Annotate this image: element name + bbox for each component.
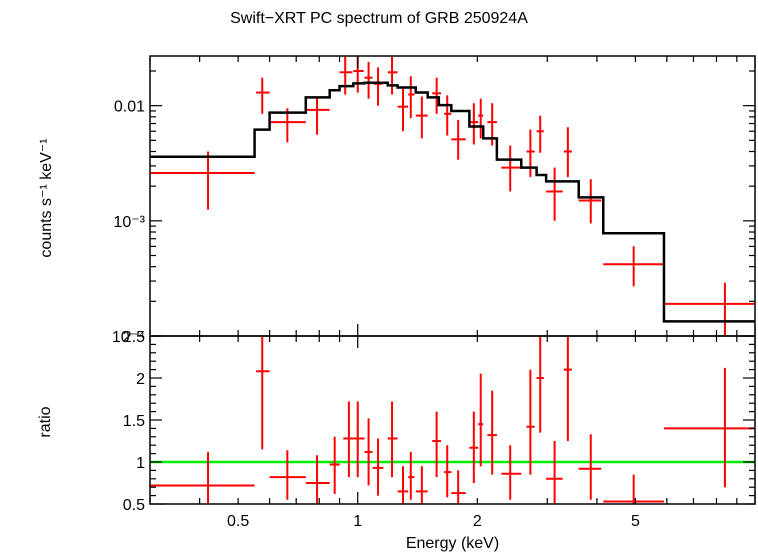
ratio-point [305, 455, 330, 504]
ratio-point [387, 401, 398, 478]
ratio-point [343, 401, 354, 478]
spectrum-point [305, 96, 330, 135]
spectrum-point [501, 145, 522, 192]
spectrum-point [256, 77, 270, 114]
ratio-point [150, 451, 255, 504]
spectrum-point [444, 95, 452, 136]
ratio-point [478, 373, 484, 467]
spectrum-point [397, 87, 409, 132]
ratio-point [408, 451, 415, 500]
ratio-point [487, 390, 497, 475]
spectrum-point [526, 129, 535, 178]
y-tick-label-top: 10⁻⁴ [112, 329, 145, 346]
y-tick-label-bottom: 1.5 [123, 413, 145, 430]
spectrum-point [408, 76, 415, 119]
chart-title: Swift−XRT PC spectrum of GRB 250924A [230, 10, 528, 27]
y-tick-label-top: 10⁻³ [113, 214, 145, 231]
y-tick-label-top: 0.01 [114, 99, 145, 116]
spectrum-point [578, 179, 602, 224]
model-step-line [150, 81, 755, 323]
bottom-panel-data [150, 336, 755, 504]
ratio-point [603, 474, 664, 504]
spectrum-point [451, 120, 466, 160]
ratio-point [353, 401, 365, 478]
y-axis-label-ratio: ratio [37, 406, 54, 438]
top-panel-model [150, 81, 755, 323]
ratio-point [269, 450, 306, 500]
spectrum-point [373, 67, 383, 106]
x-tick-label: 1 [353, 513, 362, 530]
spectrum-point [663, 282, 755, 336]
y-tick-label-bottom: 2.5 [123, 329, 145, 346]
ratio-point [526, 369, 535, 475]
ratio-point [563, 336, 572, 441]
ratio-point [397, 466, 409, 504]
spectrum-point [478, 98, 484, 139]
x-tick-label: 5 [631, 513, 640, 530]
ratio-point [415, 466, 428, 504]
ratio-point [501, 445, 522, 500]
ratio-point [329, 436, 340, 494]
spectrum-point [603, 246, 664, 287]
x-axis-label: Energy (keV) [405, 535, 500, 552]
x-tick-label: 0.5 [227, 513, 249, 530]
spectrum-point [546, 167, 563, 221]
ratio-point [432, 411, 441, 478]
spectrum-point [536, 115, 544, 153]
tick-labels: 0.5 1 2 5 0.01 10⁻³ 10⁻⁴ 0.5 1 1.5 2 2.5 [112, 99, 640, 530]
ratio-point [663, 367, 755, 488]
axis-ticks [149, 56, 756, 505]
top-panel-data [150, 56, 755, 336]
spectrum-point [150, 151, 255, 210]
ratio-point [469, 411, 479, 483]
spectrum-point [469, 103, 479, 145]
spectrum-point [269, 108, 306, 143]
spectrum-point [415, 96, 428, 139]
spectrum-point [387, 56, 398, 95]
spectrum-point [432, 77, 441, 114]
ratio-point [364, 418, 373, 486]
ratio-point [444, 445, 452, 498]
spectrum-point [339, 56, 353, 95]
spectrum-point [364, 61, 373, 99]
y-tick-label-bottom: 2 [136, 371, 145, 388]
spectrum-point [563, 127, 572, 178]
y-axis-label-counts: counts s⁻¹ keV⁻¹ [38, 138, 55, 258]
ratio-point [451, 470, 466, 504]
bottom-panel-frame [149, 335, 756, 505]
ratio-point [578, 434, 602, 500]
ratio-point [546, 441, 563, 504]
y-tick-label-bottom: 1 [136, 455, 145, 472]
y-tick-label-bottom: 0.5 [123, 497, 145, 514]
x-tick-label: 2 [473, 513, 482, 530]
ratio-point [536, 336, 544, 433]
spectrum-point [353, 56, 364, 93]
ratio-point [256, 336, 270, 450]
ratio-point [372, 438, 384, 496]
